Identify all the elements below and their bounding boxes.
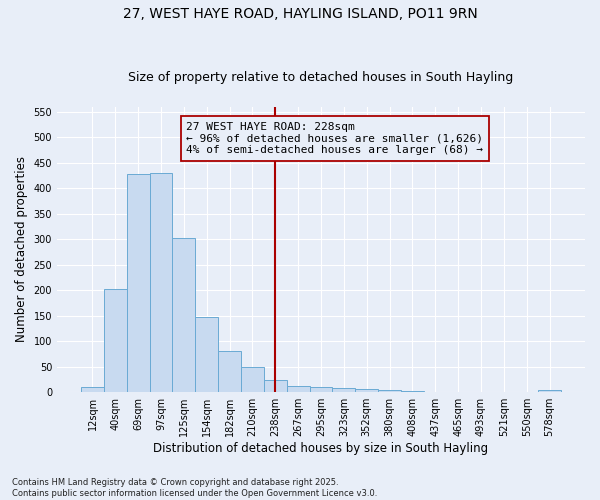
Bar: [287, 386, 310, 392]
Bar: [127, 174, 149, 392]
Y-axis label: Number of detached properties: Number of detached properties: [15, 156, 28, 342]
Bar: [196, 317, 218, 392]
Bar: [538, 390, 561, 392]
Title: Size of property relative to detached houses in South Hayling: Size of property relative to detached ho…: [128, 72, 514, 85]
Bar: [172, 238, 196, 392]
Bar: [332, 388, 355, 392]
Bar: [81, 387, 104, 392]
Bar: [218, 351, 241, 392]
Bar: [355, 388, 378, 392]
Bar: [401, 390, 424, 392]
Bar: [149, 173, 172, 392]
Bar: [241, 366, 264, 392]
Text: Contains HM Land Registry data © Crown copyright and database right 2025.
Contai: Contains HM Land Registry data © Crown c…: [12, 478, 377, 498]
Bar: [310, 387, 332, 392]
Bar: [264, 380, 287, 392]
Text: 27, WEST HAYE ROAD, HAYLING ISLAND, PO11 9RN: 27, WEST HAYE ROAD, HAYLING ISLAND, PO11…: [122, 8, 478, 22]
X-axis label: Distribution of detached houses by size in South Hayling: Distribution of detached houses by size …: [154, 442, 488, 455]
Bar: [378, 390, 401, 392]
Bar: [104, 288, 127, 392]
Text: 27 WEST HAYE ROAD: 228sqm
← 96% of detached houses are smaller (1,626)
4% of sem: 27 WEST HAYE ROAD: 228sqm ← 96% of detac…: [186, 122, 483, 155]
